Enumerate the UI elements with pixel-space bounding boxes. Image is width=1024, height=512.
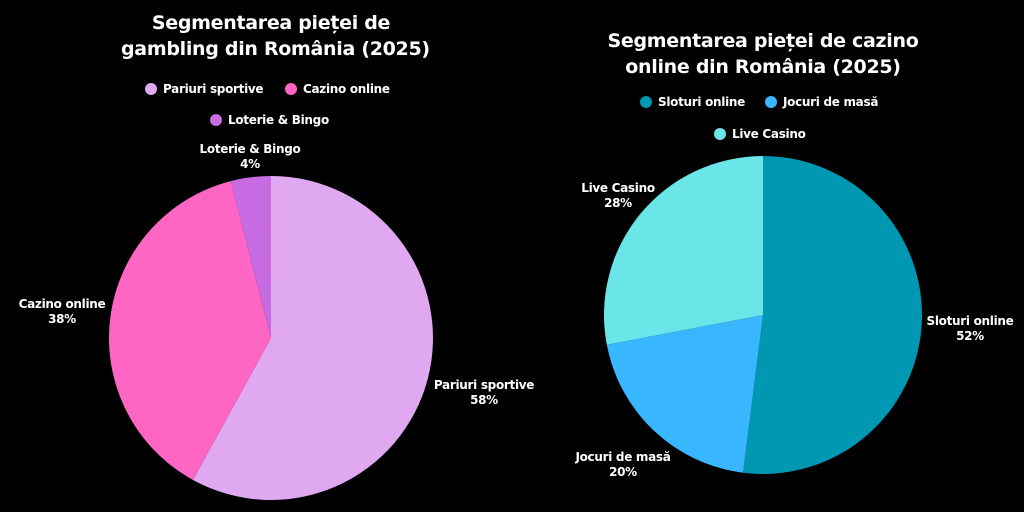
legend-item-jocuri-de-masa[interactable]: Jocuri de masă bbox=[765, 95, 878, 109]
chart-title-left: Segmentarea pieței de gambling din Român… bbox=[121, 10, 430, 62]
slice-label-value: 52% bbox=[956, 329, 984, 343]
slice-label-pariuri-sportive: Pariuri sportive 58% bbox=[424, 378, 544, 408]
slice-label-jocuri-de-masa: Jocuri de masă 20% bbox=[563, 450, 683, 480]
slice-label-name: Pariuri sportive bbox=[433, 378, 535, 392]
chart-title-right-line1: Segmentarea pieței de cazino bbox=[607, 30, 919, 52]
pie-slice-sloturi-online[interactable] bbox=[743, 156, 922, 474]
legend-label: Jocuri de masă bbox=[783, 95, 879, 109]
pie-gambling-market bbox=[108, 176, 433, 500]
pie-slice-jocuri-de-masă[interactable] bbox=[606, 315, 763, 473]
slice-label-loterie-bingo: Loterie & Bingo 4% bbox=[190, 142, 310, 172]
chart-title-left-line2: gambling din România (2025) bbox=[121, 38, 430, 60]
legend-item-live-casino[interactable]: Live Casino bbox=[714, 127, 806, 141]
chart-title-right-line2: online din România (2025) bbox=[625, 56, 901, 78]
legend-label: Cazino online bbox=[303, 82, 390, 96]
slice-label-value: 20% bbox=[609, 465, 637, 479]
legend-label: Loterie & Bingo bbox=[228, 113, 329, 127]
slice-label-value: 28% bbox=[604, 196, 632, 210]
slice-label-value: 58% bbox=[470, 393, 498, 407]
pie-online-casino-market bbox=[604, 156, 922, 474]
legend-label: Live Casino bbox=[732, 127, 806, 141]
legend-dot-icon bbox=[765, 96, 777, 108]
slice-label-name: Jocuri de masă bbox=[575, 450, 671, 464]
slice-label-sloturi-online: Sloturi online 52% bbox=[910, 314, 1024, 344]
slice-label-name: Live Casino bbox=[581, 181, 655, 195]
slice-label-name: Sloturi online bbox=[926, 314, 1014, 328]
slice-label-cazino-online: Cazino online 38% bbox=[2, 297, 122, 327]
slice-label-name: Cazino online bbox=[18, 297, 106, 311]
slice-label-live-casino: Live Casino 28% bbox=[558, 181, 678, 211]
slice-label-name: Loterie & Bingo bbox=[199, 142, 301, 156]
slice-label-value: 4% bbox=[240, 157, 260, 171]
legend-dot-icon bbox=[640, 96, 652, 108]
slice-label-value: 38% bbox=[48, 312, 76, 326]
chart-title-right: Segmentarea pieței de cazino online din … bbox=[603, 28, 923, 80]
chart-title-left-line1: Segmentarea pieței de bbox=[151, 12, 391, 34]
legend-item-sloturi-online[interactable]: Sloturi online bbox=[640, 95, 745, 109]
legend-dot-icon bbox=[145, 83, 157, 95]
pie-slice-cazino-online[interactable] bbox=[108, 181, 271, 480]
legend-item-pariuri-sportive[interactable]: Pariuri sportive bbox=[145, 82, 264, 96]
legend-label: Pariuri sportive bbox=[163, 82, 264, 96]
pie-slice-loterie-bingo[interactable] bbox=[230, 176, 271, 338]
legend-item-cazino-online[interactable]: Cazino online bbox=[285, 82, 390, 96]
legend-dot-icon bbox=[210, 114, 222, 126]
legend-dot-icon bbox=[285, 83, 297, 95]
legend-label: Sloturi online bbox=[658, 95, 745, 109]
pie-slice-pariuri-sportive[interactable] bbox=[192, 176, 433, 500]
pie-slice-live-casino[interactable] bbox=[604, 156, 763, 345]
legend-dot-icon bbox=[714, 128, 726, 140]
legend-item-loterie-bingo[interactable]: Loterie & Bingo bbox=[210, 113, 329, 127]
